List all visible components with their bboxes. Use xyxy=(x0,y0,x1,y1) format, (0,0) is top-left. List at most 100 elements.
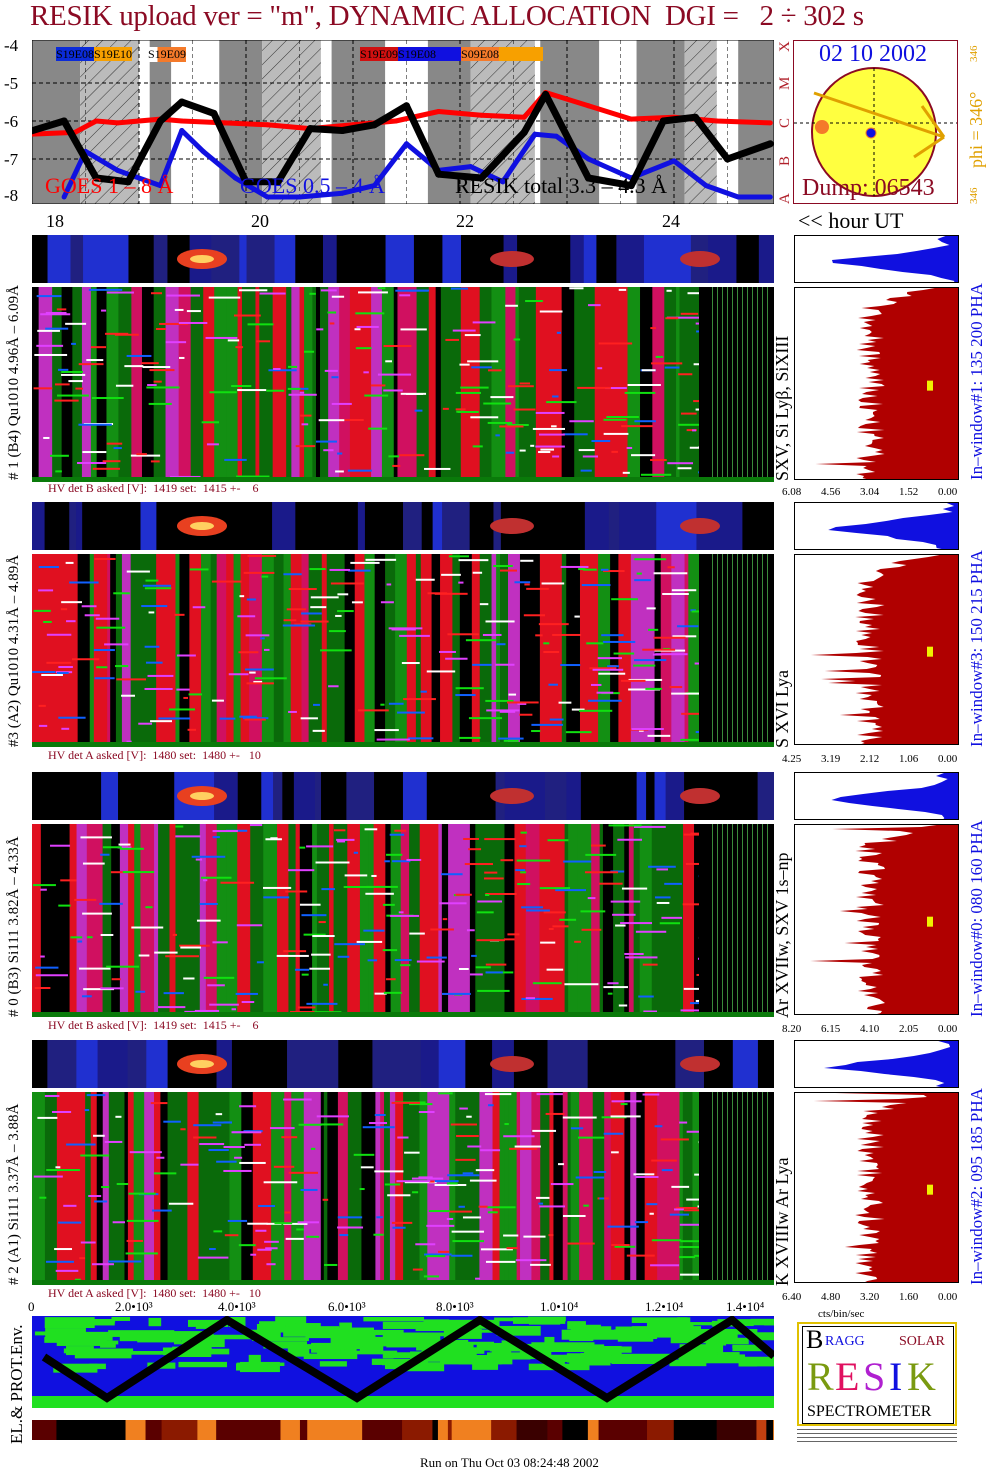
spectrogram-column xyxy=(362,235,371,283)
spectrogram-pixel xyxy=(582,568,597,571)
spectrogram-pixel xyxy=(607,665,620,668)
window-label: In–window#1: 135 200 PHA xyxy=(967,283,986,480)
spectrogram-pixel xyxy=(206,443,219,446)
spectrogram-pixel xyxy=(383,389,403,392)
spectrogram-pixel xyxy=(547,839,569,842)
spectrogram-column xyxy=(688,554,703,747)
spectrogram-pixel xyxy=(158,1006,186,1009)
spectrogram-pixel xyxy=(679,1246,708,1249)
spectrogram-column xyxy=(241,1092,247,1285)
spectrogram-column xyxy=(216,824,228,1017)
spectrogram-column xyxy=(146,1040,169,1088)
spectrogram-pixel xyxy=(540,941,556,944)
spectrogram-pixel xyxy=(264,1240,279,1243)
spectrogram-pixel xyxy=(383,345,412,348)
data-point xyxy=(115,167,121,173)
spectrogram-column xyxy=(32,824,42,1017)
spectrogram-pixel xyxy=(439,902,467,905)
spectrogram-column xyxy=(530,287,537,482)
spectrogram-pixel xyxy=(391,628,416,631)
spectrogram-column xyxy=(210,554,218,747)
spectrogram-pixel xyxy=(41,673,63,676)
spectrogram-pixel xyxy=(615,924,626,927)
spectrogram-column xyxy=(538,235,557,283)
spectrogram-pixel xyxy=(357,709,389,712)
spectrogram-pixel xyxy=(321,888,336,891)
spectrogram-line xyxy=(732,1092,733,1285)
spectrogram-pixel xyxy=(669,686,683,689)
spectrogram-pixel xyxy=(667,462,693,465)
spectrogram-pixel xyxy=(626,446,633,449)
spectrogram-column xyxy=(273,554,285,747)
spectrogram-pixel xyxy=(287,365,298,368)
spectrogram-pixel xyxy=(485,892,517,895)
spectrogram-column xyxy=(287,1040,310,1088)
spectrogram-pixel xyxy=(610,900,641,903)
spectrogram-pixel xyxy=(580,910,606,913)
spectrogram-pixel xyxy=(65,322,87,325)
spectrogram-pixel xyxy=(384,860,390,863)
spectrogram-pixel xyxy=(195,858,203,861)
spectrogram-column xyxy=(316,824,330,1017)
spectrogram-pixel xyxy=(316,328,324,331)
spectrogram-column xyxy=(547,1420,563,1440)
env-electron-patch xyxy=(732,1344,760,1349)
spectrogram-column xyxy=(120,1092,125,1285)
spectrogram-column xyxy=(375,1092,381,1285)
spectrogram-pixel xyxy=(406,858,422,861)
spectrogram-pixel xyxy=(203,879,208,882)
spectrogram-column xyxy=(452,554,461,747)
spectrogram-pixel xyxy=(238,651,259,654)
spectrogram-pixel xyxy=(83,988,115,991)
env-electron-patch xyxy=(732,1345,768,1352)
spectrogram-column xyxy=(587,1040,615,1088)
spectrogram-pixel xyxy=(507,424,529,427)
spectrogram-column xyxy=(579,1092,588,1285)
spectrogram-pixel xyxy=(503,938,515,941)
x-tick-label: 1.2•10⁴ xyxy=(645,1299,684,1314)
spectrogram-pixel xyxy=(354,328,361,331)
spectrogram-column xyxy=(76,1040,99,1088)
data-point xyxy=(691,113,699,121)
spectrogram-column xyxy=(397,287,409,482)
spectrogram-column xyxy=(339,287,351,482)
spectrogram-pixel xyxy=(695,731,700,734)
spectrogram-column xyxy=(732,772,749,820)
spectrogram-pixel xyxy=(306,845,334,848)
spectrogram-column xyxy=(101,772,119,820)
spectrogram-pixel xyxy=(519,382,531,385)
spectrogram-pixel xyxy=(611,1151,619,1154)
spectrogram-column xyxy=(619,772,638,820)
spectrogram-pixel xyxy=(203,976,235,979)
spectrogram-pixel xyxy=(462,1172,474,1175)
data-point xyxy=(735,194,741,200)
spectrogram-pixel xyxy=(452,329,476,332)
spectrogram-column xyxy=(260,1040,275,1088)
spectrogram-pixel xyxy=(690,609,696,612)
spectrogram-column xyxy=(323,1092,328,1285)
spectrogram-column xyxy=(246,235,276,283)
spectrogram-column xyxy=(654,772,667,820)
spectrogram-column xyxy=(140,824,155,1017)
spectrogram-pixel xyxy=(678,423,705,426)
spectrogram-column xyxy=(673,1420,703,1440)
spectrogram-line xyxy=(727,554,728,747)
spectrogram-column xyxy=(347,824,354,1017)
spectrogram-column xyxy=(449,772,456,820)
spectrogram-pixel xyxy=(142,584,172,587)
spectrogram-pixel xyxy=(116,1183,129,1186)
spectrogram-column xyxy=(301,554,310,747)
spectrogram-column xyxy=(160,1092,169,1285)
spectrogram-pixel xyxy=(486,1206,516,1209)
spectrogram-pixel xyxy=(283,573,302,576)
spectrogram-column xyxy=(580,772,587,820)
spectrogram-pixel xyxy=(200,876,232,879)
env-electron-patch xyxy=(544,1336,555,1344)
spectrogram-column xyxy=(469,824,476,1017)
spectrogram-column xyxy=(277,824,289,1017)
spectrogram-pixel xyxy=(256,340,271,343)
spectrogram-pixel xyxy=(266,1222,282,1225)
spectrogram-pixel xyxy=(95,617,120,620)
spectrogram-pixel xyxy=(172,933,178,936)
spectrogram-column xyxy=(479,554,485,747)
